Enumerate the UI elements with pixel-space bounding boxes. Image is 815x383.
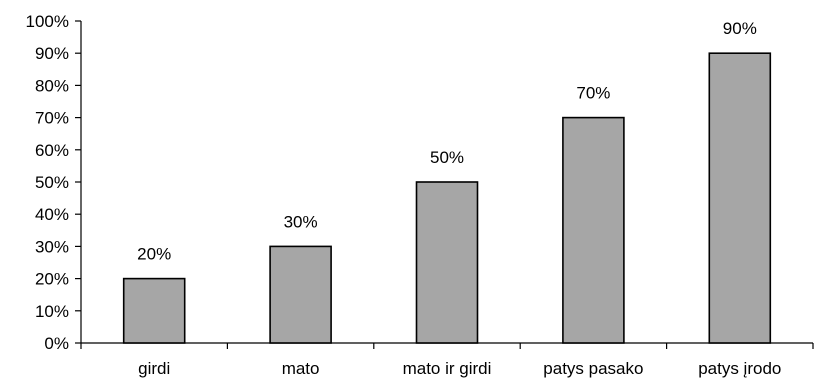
y-tick-label: 30%	[35, 237, 69, 256]
y-tick-label: 80%	[35, 76, 69, 95]
x-category-label: mato	[282, 359, 320, 378]
y-tick-label: 0%	[44, 334, 69, 353]
y-tick-label: 70%	[35, 109, 69, 128]
bar	[122, 277, 186, 344]
bar	[708, 52, 772, 344]
bar	[562, 116, 625, 344]
x-category-label: girdi	[138, 359, 170, 378]
bar	[269, 245, 332, 344]
y-tick-label: 20%	[35, 270, 69, 289]
data-label: 30%	[284, 212, 318, 231]
y-tick-label: 40%	[35, 205, 69, 224]
bar	[415, 181, 479, 344]
category-labels: girdi mato mato ir girdi patys pasako patys …	[138, 359, 781, 378]
data-label: 20%	[137, 245, 171, 264]
data-label: 50%	[430, 148, 464, 167]
y-tick-label: 10%	[35, 302, 69, 321]
y-tick-label: 90%	[35, 44, 69, 63]
bars	[122, 52, 772, 344]
y-tick-label: 60%	[35, 141, 69, 160]
y-axis: 0% 10% 20% 30% 40% 50% 60% 70% 80% 90% 100%	[26, 12, 82, 353]
x-axis	[80, 342, 814, 349]
x-category-label: patys pasako	[543, 359, 643, 378]
data-label: 90%	[723, 19, 757, 38]
data-labels: 20% 30% 50% 70% 90%	[137, 19, 757, 263]
data-label: 70%	[576, 84, 610, 103]
x-category-label: mato ir girdi	[403, 359, 492, 378]
y-tick-label: 50%	[35, 173, 69, 192]
y-tick-label: 100%	[26, 12, 69, 31]
x-category-label: patys įrodo	[698, 359, 781, 378]
